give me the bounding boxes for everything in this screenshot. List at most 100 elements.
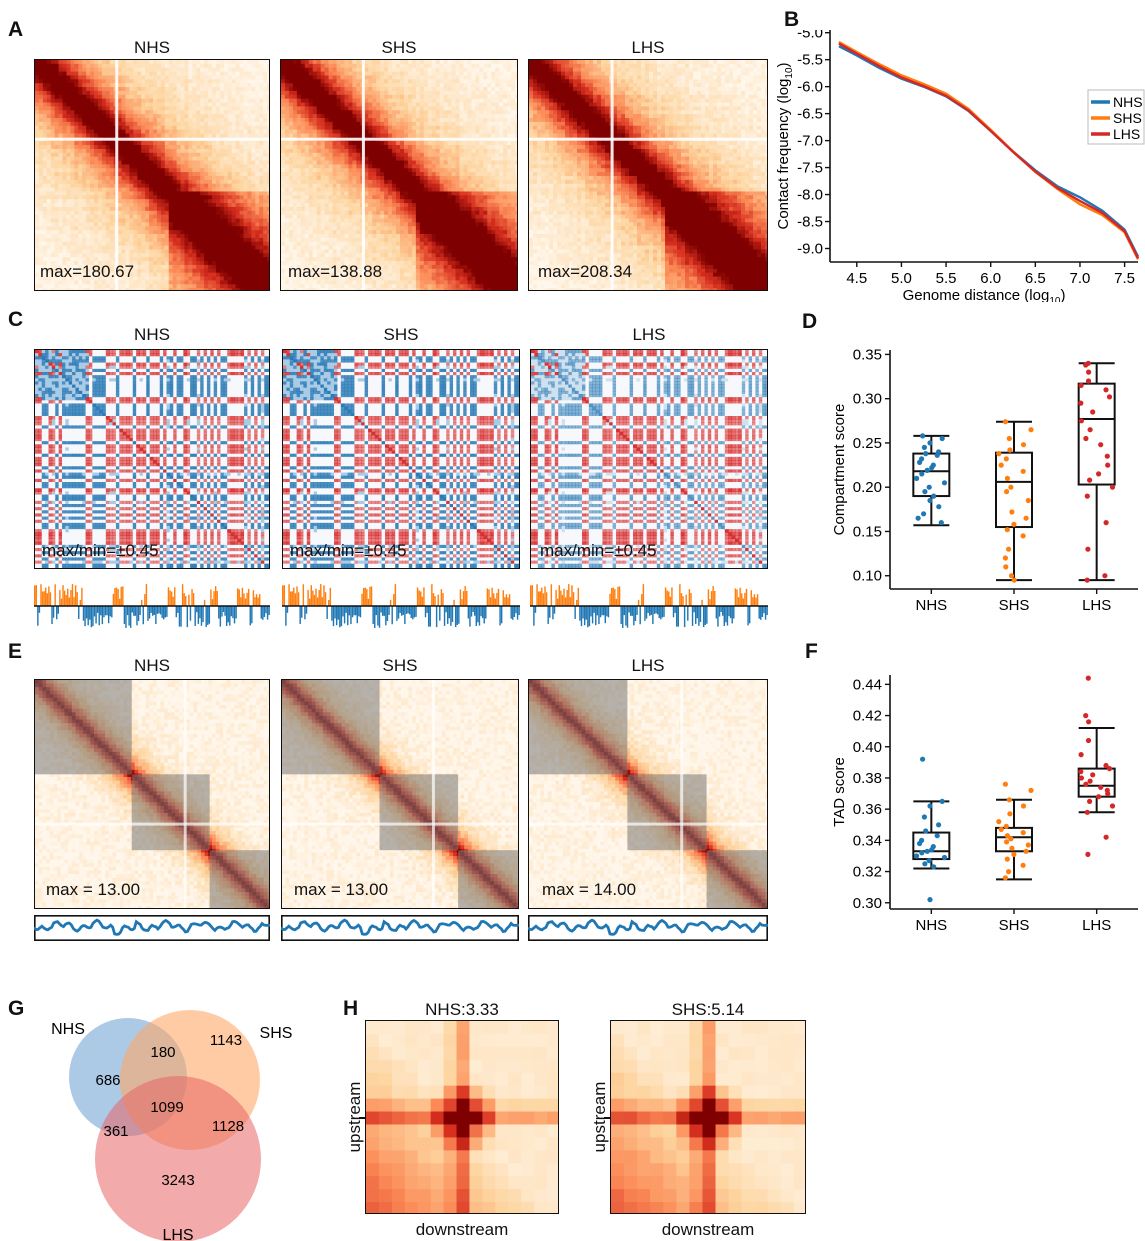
data-point bbox=[1004, 475, 1010, 481]
panel-letter-g: G bbox=[8, 997, 24, 1021]
hic-heatmap-a-lhs bbox=[529, 60, 767, 290]
data-point bbox=[1105, 462, 1111, 468]
venn-count-nhs-lhs: 361 bbox=[103, 1123, 128, 1140]
venn-label-lhs: LHS bbox=[162, 1227, 193, 1241]
data-point bbox=[1008, 484, 1014, 490]
compartment-heatmap-c-shs bbox=[283, 350, 519, 568]
apa-cells bbox=[611, 1021, 805, 1213]
panel-a-title-nhs: NHS bbox=[34, 38, 270, 58]
data-point bbox=[1086, 719, 1092, 725]
eigenvector-bars bbox=[282, 584, 520, 628]
data-point bbox=[1020, 442, 1027, 448]
data-point bbox=[927, 803, 933, 809]
legend-label-shs: SHS bbox=[1113, 110, 1142, 126]
y-tick-label: -9.0 bbox=[797, 241, 823, 258]
compartment-heatmap-c-lhs bbox=[531, 350, 767, 568]
data-point bbox=[1083, 435, 1089, 442]
hic-heatmap-a-nhs bbox=[35, 60, 269, 290]
x-tick-label-shs: SHS bbox=[999, 917, 1030, 934]
y-tick-label: 0.15 bbox=[853, 523, 882, 540]
panel-h-xlabel-shs: downstream bbox=[610, 1220, 806, 1240]
tad-heatmap-e-shs bbox=[282, 680, 518, 908]
y-tick-label: -8.0 bbox=[797, 187, 823, 204]
data-point bbox=[927, 440, 933, 446]
y-tick-label: -8.5 bbox=[797, 214, 823, 231]
data-point bbox=[920, 756, 926, 762]
data-point bbox=[923, 451, 929, 457]
y-tick-label: -5.0 bbox=[797, 30, 823, 42]
data-point bbox=[1006, 797, 1012, 803]
data-point bbox=[1085, 546, 1091, 552]
data-point bbox=[1003, 823, 1009, 829]
panel-h-tick-nhs bbox=[359, 1117, 366, 1119]
data-point bbox=[914, 475, 920, 481]
heatmap-cells bbox=[35, 350, 269, 568]
data-point bbox=[1105, 791, 1111, 797]
y-tick-label: 0.40 bbox=[853, 739, 882, 756]
data-point bbox=[915, 515, 921, 521]
panel-e-heatmap-lhs bbox=[528, 679, 768, 909]
panel-e-insulation-track-shs bbox=[281, 915, 519, 941]
panel-letter-f: F bbox=[805, 640, 818, 664]
y-tick-label: 0.36 bbox=[853, 801, 882, 818]
data-point bbox=[1087, 427, 1093, 433]
hic-heatmap-a-shs bbox=[281, 60, 517, 290]
panel-h-apa-nhs bbox=[365, 1020, 559, 1214]
x-tick-label: 7.5 bbox=[1114, 270, 1135, 287]
y-tick-label: 0.20 bbox=[853, 479, 882, 496]
y-tick-label: 0.30 bbox=[853, 895, 882, 912]
heatmap-cells bbox=[531, 350, 767, 568]
data-point bbox=[1007, 811, 1013, 817]
data-point bbox=[1083, 362, 1089, 368]
y-tick-label: 0.30 bbox=[853, 391, 882, 408]
data-point bbox=[1106, 766, 1113, 772]
box-iqr bbox=[1077, 382, 1116, 486]
data-point bbox=[1023, 515, 1029, 521]
data-point bbox=[917, 840, 923, 847]
data-point bbox=[1096, 471, 1102, 477]
heatmap-cells bbox=[281, 60, 517, 290]
panel-letter-c: C bbox=[8, 308, 23, 332]
panel-a-heatmap-nhs bbox=[34, 59, 270, 291]
data-point bbox=[921, 444, 927, 450]
panel-h-ylabel-shs: upstream bbox=[590, 1057, 610, 1177]
venn-count-nhs-only: 686 bbox=[95, 1072, 120, 1089]
data-point bbox=[922, 489, 928, 495]
compartment-heatmap-c-nhs bbox=[35, 350, 269, 568]
data-point bbox=[1084, 809, 1090, 815]
data-point bbox=[923, 828, 929, 834]
y-tick-label: 0.38 bbox=[853, 770, 882, 787]
data-point bbox=[1003, 564, 1009, 570]
panel-a-heatmap-shs bbox=[280, 59, 518, 291]
data-point bbox=[1011, 851, 1017, 857]
data-point bbox=[1004, 527, 1010, 533]
data-point bbox=[1009, 845, 1015, 851]
panel-e-max-shs: max = 13.00 bbox=[294, 880, 388, 900]
data-point bbox=[1023, 848, 1029, 854]
data-point bbox=[1020, 830, 1026, 836]
data-point bbox=[1085, 378, 1092, 384]
y-tick-label: -5.5 bbox=[797, 52, 823, 69]
data-point bbox=[1025, 842, 1031, 848]
data-point bbox=[1078, 769, 1084, 775]
data-point bbox=[996, 451, 1002, 457]
box-shs bbox=[995, 781, 1034, 881]
data-point bbox=[1009, 509, 1015, 515]
data-point bbox=[1020, 468, 1026, 474]
series-line-shs bbox=[838, 40, 1140, 260]
data-point bbox=[1028, 787, 1034, 793]
insulation-line bbox=[34, 918, 270, 936]
tad-domain-box bbox=[282, 680, 380, 775]
data-point bbox=[934, 833, 940, 839]
panel-g-venn-diagram: NHS SHS LHS 686 180 1143 361 1099 1128 3243 bbox=[51, 1010, 292, 1241]
panel-a-title-lhs: LHS bbox=[528, 38, 768, 58]
data-point bbox=[926, 484, 932, 490]
y-tick-label: -7.5 bbox=[797, 160, 823, 177]
panel-e-title-lhs: LHS bbox=[528, 656, 768, 676]
data-point bbox=[1085, 675, 1091, 681]
data-point bbox=[1078, 775, 1084, 781]
panel-c-title-lhs: LHS bbox=[530, 325, 768, 345]
box-iqr bbox=[995, 826, 1033, 853]
panel-c-eigenvector-track-shs bbox=[282, 584, 520, 628]
data-point bbox=[998, 462, 1004, 468]
